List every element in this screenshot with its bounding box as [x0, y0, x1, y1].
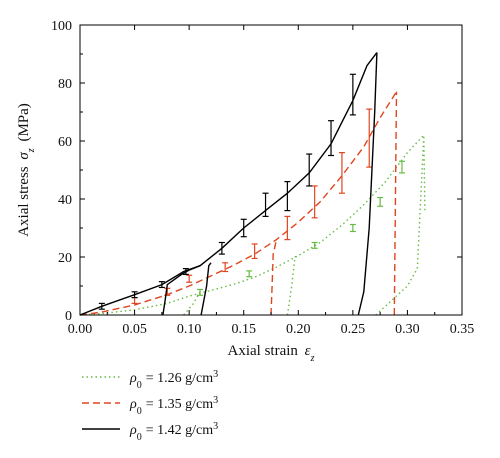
x-axis-title: Axial strain εz: [228, 343, 315, 364]
error-bar: [240, 218, 247, 238]
error-bar: [98, 302, 105, 310]
error-bar: [251, 243, 258, 260]
series-line-loading: [79, 52, 378, 316]
series-line-loading: [79, 91, 398, 316]
x-tick-label: 0.00: [68, 322, 93, 337]
legend-label-1-26: ρ0 = 1.26 g/cm3: [129, 369, 218, 391]
error-bar: [284, 215, 291, 241]
series-line-reload: [183, 291, 201, 316]
error-bar: [311, 185, 318, 219]
error-bar: [131, 291, 138, 299]
plot-marks: [79, 52, 426, 316]
error-bar: [222, 262, 229, 273]
series-0: [79, 134, 426, 316]
error-bar: [186, 274, 193, 283]
error-bar: [131, 297, 138, 304]
error-bar: [377, 196, 384, 207]
y-tick-label: 60: [58, 135, 72, 150]
series-line-reload: [357, 52, 378, 316]
error-bar: [338, 152, 345, 194]
error-bar: [182, 268, 189, 275]
legend-item-1-35: ρ0 = 1.35 g/cm3: [82, 395, 218, 417]
plot-frame: [79, 24, 463, 316]
series-line-reload: [162, 265, 201, 316]
error-bar: [262, 192, 269, 217]
legend-label-1-42: ρ0 = 1.42 g/cm3: [129, 421, 218, 443]
y-tick-label: 100: [51, 19, 72, 34]
x-tick-label: 0.20: [286, 322, 311, 337]
x-tick-label: 0.35: [450, 322, 475, 337]
error-bar: [306, 153, 313, 187]
error-bar: [246, 270, 253, 278]
series-line-reload: [375, 135, 426, 316]
error-bar: [197, 288, 204, 296]
x-axis-ticks: 0.00 0.05 0.10 0.15 0.20 0.25 0.30 0.35: [68, 25, 475, 337]
legend: ρ0 = 1.26 g/cm3 ρ0 = 1.35 g/cm3 ρ0 = 1.42 g…: [82, 369, 218, 443]
series-1: [79, 91, 398, 316]
error-bar: [349, 73, 356, 116]
x-tick-label: 0.05: [122, 322, 147, 337]
error-bar: [218, 241, 225, 255]
x-tick-label: 0.15: [231, 322, 256, 337]
series-line-reload: [393, 91, 398, 316]
x-tick-label: 0.25: [341, 322, 366, 337]
series-line-reload: [200, 262, 212, 316]
series-line-reload: [270, 239, 278, 316]
y-axis-title: Axial stress σz (MPa): [16, 103, 37, 237]
legend-item-1-42: ρ0 = 1.42 g/cm3: [82, 421, 218, 443]
legend-item-1-26: ρ0 = 1.26 g/cm3: [82, 369, 218, 391]
y-tick-label: 80: [58, 77, 72, 92]
y-tick-label: 40: [58, 193, 72, 208]
error-bar: [311, 241, 318, 249]
error-bar: [366, 108, 373, 168]
x-tick-label: 0.30: [395, 322, 420, 337]
error-bar: [398, 160, 405, 174]
legend-label-1-35: ρ0 = 1.35 g/cm3: [129, 395, 218, 417]
error-bar: [284, 181, 291, 212]
error-bar: [158, 281, 165, 289]
y-tick-label: 20: [58, 251, 72, 266]
error-bar: [349, 223, 356, 233]
series-2: [79, 52, 378, 316]
y-tick-label: 0: [65, 309, 72, 324]
x-tick-label: 0.10: [177, 322, 202, 337]
series-line-reload: [286, 254, 299, 316]
y-axis-ticks: 0 20 40 60 80 100: [51, 19, 462, 324]
error-bar: [328, 120, 335, 157]
